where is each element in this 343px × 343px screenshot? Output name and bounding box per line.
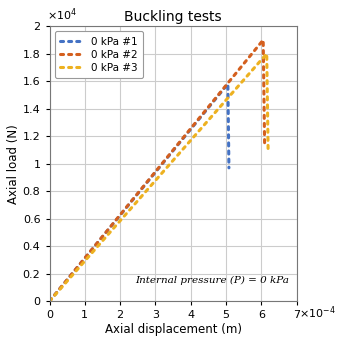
0 kPa #3 <box>266 149 270 153</box>
0 kPa #1 <box>227 166 231 170</box>
Text: Internal pressure (P) = 0 kPa: Internal pressure (P) = 0 kPa <box>135 276 289 285</box>
Line: 0 kPa #2: 0 kPa #2 <box>49 40 264 301</box>
0 kPa #3 <box>57 288 61 292</box>
Y-axis label: Axial load (N): Axial load (N) <box>7 124 20 204</box>
0 kPa #2 <box>237 68 241 72</box>
X-axis label: Axial displacement (m): Axial displacement (m) <box>105 323 241 336</box>
0 kPa #2 <box>232 73 236 78</box>
0 kPa #3 <box>47 299 51 303</box>
0 kPa #1 <box>108 225 113 229</box>
0 kPa #2 <box>261 38 265 42</box>
0 kPa #1 <box>56 289 60 293</box>
0 kPa #2 <box>262 141 267 145</box>
Line: 0 kPa #1: 0 kPa #1 <box>49 84 229 301</box>
0 kPa #3 <box>265 52 269 56</box>
0 kPa #2 <box>164 157 168 161</box>
Text: $\times10^{4}$: $\times10^{4}$ <box>47 7 77 23</box>
0 kPa #2 <box>62 281 66 285</box>
0 kPa #3 <box>240 80 244 84</box>
0 kPa #2 <box>47 299 51 303</box>
0 kPa #3 <box>166 164 170 168</box>
0 kPa #1 <box>145 181 149 185</box>
0 kPa #3 <box>235 85 239 90</box>
Line: 0 kPa #3: 0 kPa #3 <box>49 54 268 301</box>
Title: Buckling tests: Buckling tests <box>124 10 222 24</box>
0 kPa #2 <box>57 287 61 292</box>
0 kPa #1 <box>226 82 230 86</box>
0 kPa #1 <box>47 299 51 303</box>
0 kPa #3 <box>121 215 126 219</box>
0 kPa #1 <box>201 111 205 116</box>
0 kPa #1 <box>60 284 64 288</box>
Text: $\times10^{-4}$: $\times10^{-4}$ <box>299 304 336 321</box>
0 kPa #3 <box>62 282 66 286</box>
0 kPa #1 <box>205 107 210 111</box>
0 kPa #2 <box>120 210 125 214</box>
Legend: 0 kPa #1, 0 kPa #2, 0 kPa #3: 0 kPa #1, 0 kPa #2, 0 kPa #3 <box>55 32 143 78</box>
